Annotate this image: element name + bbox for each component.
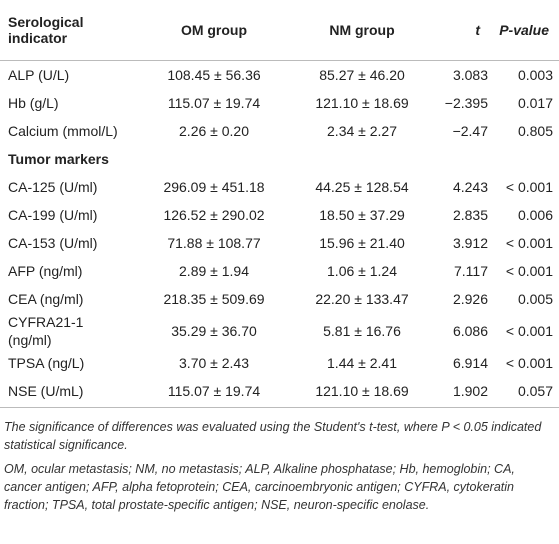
- table-cell: 3.083: [452, 67, 488, 83]
- table-cell: 6.086: [452, 323, 488, 339]
- table-cell: 0.003: [517, 67, 553, 83]
- table-cell: 3.70 ± 2.43: [179, 355, 249, 371]
- table-cell: AFP (ng/ml): [8, 263, 83, 279]
- table-row: CA-153 (U/ml) 71.88 ± 108.77 15.96 ± 21.40…: [0, 229, 559, 257]
- table-row: CYFRA21-1 (ng/ml) 35.29 ± 36.70 5.81 ± 16.…: [0, 313, 559, 349]
- table-cell: CA-153 (U/ml): [8, 235, 98, 251]
- table-cell: 0.005: [517, 291, 553, 307]
- table-cell: Calcium (mmol/L): [8, 123, 118, 139]
- table-cell: 108.45 ± 56.36: [167, 67, 261, 83]
- table-cell: 6.914: [452, 355, 488, 371]
- table-cell: 4.243: [452, 179, 488, 195]
- table-cell: Hb (g/L): [8, 95, 59, 111]
- table-row: Tumor markers: [0, 145, 559, 173]
- table-cell: 1.06 ± 1.24: [327, 263, 397, 279]
- header-row: Serological indicator OM group NM group t P-…: [0, 0, 559, 61]
- table-cell: 5.81 ± 16.76: [323, 323, 401, 339]
- table-cell: 22.20 ± 133.47: [315, 291, 409, 307]
- table-cell: 71.88 ± 108.77: [167, 235, 261, 251]
- footnote: The significance of differences was eval…: [4, 420, 542, 452]
- table-cell: 115.07 ± 19.74: [167, 95, 261, 111]
- table-cell: TPSA (ng/L): [8, 355, 85, 371]
- table-cell: < 0.001: [505, 263, 553, 279]
- table-cell: −2.47: [452, 123, 488, 139]
- table-cell: < 0.001: [505, 355, 553, 371]
- table-cell: 0.805: [517, 123, 553, 139]
- table-cell: 1.44 ± 2.41: [327, 355, 397, 371]
- footnote: OM, ocular metastasis; NM, no metastasis…: [4, 462, 515, 512]
- table-cell: −2.395: [444, 95, 488, 111]
- table-row: AFP (ng/ml) 2.89 ± 1.94 1.06 ± 1.24 7.117 < …: [0, 257, 559, 285]
- table-cell: 218.35 ± 509.69: [163, 291, 265, 307]
- table-cell: 3.912: [452, 235, 488, 251]
- table-cell: 1.902: [436, 377, 494, 408]
- table-cell: 0.057: [494, 377, 559, 408]
- table-row: CA-199 (U/ml) 126.52 ± 290.02 18.50 ± 37.2…: [0, 201, 559, 229]
- table-row: Hb (g/L) 115.07 ± 19.74 121.10 ± 18.69 −2.3…: [0, 89, 559, 117]
- header-cell: Serological indicator: [0, 0, 140, 61]
- header-cell: NM group: [288, 0, 436, 61]
- table-cell: ALP (U/L): [8, 67, 70, 83]
- table-cell: 7.117: [454, 263, 488, 279]
- table-cell: 18.50 ± 37.29: [319, 207, 405, 223]
- table-body: ALP (U/L) 108.45 ± 56.36 85.27 ± 46.20 3.08…: [0, 61, 559, 408]
- table-row: CEA (ng/ml) 218.35 ± 509.69 22.20 ± 133.47…: [0, 285, 559, 313]
- table-cell: 115.07 ± 19.74: [140, 377, 288, 408]
- footnotes: The significance of differences was eval…: [0, 408, 559, 514]
- table-cell: < 0.001: [505, 235, 553, 251]
- table-cell: CA-125 (U/ml): [8, 179, 98, 195]
- table-cell: CEA (ng/ml): [8, 291, 84, 307]
- table-cell: 121.10 ± 18.69: [288, 377, 436, 408]
- table-cell: CYFRA21-1 (ng/ml): [8, 314, 84, 348]
- table-cell: 85.27 ± 46.20: [319, 67, 405, 83]
- table-cell: NSE (U/mL): [0, 377, 140, 408]
- table-cell: 2.34 ± 2.27: [327, 123, 397, 139]
- header-cell: t: [436, 0, 494, 61]
- table-cell: 44.25 ± 128.54: [315, 179, 409, 195]
- table-cell: 2.835: [452, 207, 488, 223]
- table-cell: 296.09 ± 451.18: [163, 179, 265, 195]
- data-table: Serological indicator OM group NM group t P-…: [0, 0, 559, 408]
- table-row: TPSA (ng/L) 3.70 ± 2.43 1.44 ± 2.41 6.914 < …: [0, 349, 559, 377]
- table-cell: 126.52 ± 290.02: [163, 207, 265, 223]
- table-cell: 121.10 ± 18.69: [315, 95, 409, 111]
- table-cell: 0.006: [517, 207, 553, 223]
- table-cell: < 0.001: [505, 179, 553, 195]
- table-cell: 0.017: [517, 95, 553, 111]
- table-cell: 2.89 ± 1.94: [179, 263, 249, 279]
- table-row: CA-125 (U/ml) 296.09 ± 451.18 44.25 ± 128.…: [0, 173, 559, 201]
- table-cell: 35.29 ± 36.70: [171, 323, 257, 339]
- table-row: NSE (U/mL) 115.07 ± 19.74 121.10 ± 18.69 1.…: [0, 377, 559, 408]
- table-cell: 2.926: [452, 291, 488, 307]
- table-cell: CA-199 (U/ml): [8, 207, 98, 223]
- table-cell: 2.26 ± 0.20: [179, 123, 249, 139]
- table-cell: 15.96 ± 21.40: [319, 235, 405, 251]
- header-cell: OM group: [140, 0, 288, 61]
- table-row: ALP (U/L) 108.45 ± 56.36 85.27 ± 46.20 3.08…: [0, 61, 559, 90]
- table-cell: < 0.001: [505, 323, 553, 339]
- table-row: Calcium (mmol/L) 2.26 ± 0.20 2.34 ± 2.27 −2…: [0, 117, 559, 145]
- section-label: Tumor markers: [8, 151, 109, 167]
- header-cell: P-value: [494, 0, 559, 61]
